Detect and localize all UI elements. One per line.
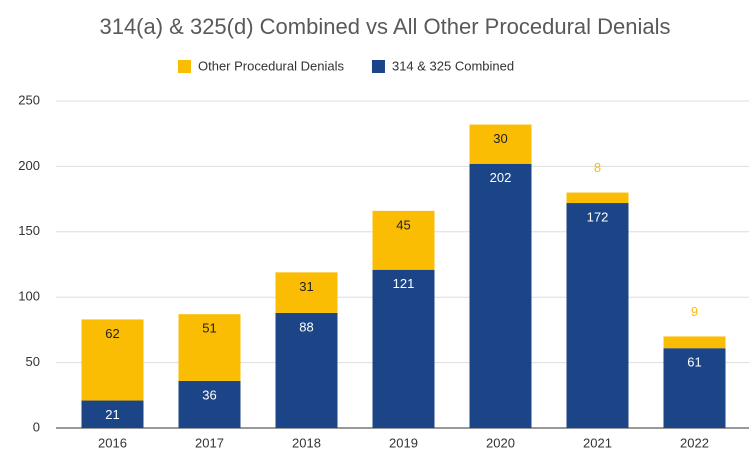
x-tick-label: 2017 xyxy=(195,435,224,450)
legend-swatch xyxy=(371,60,385,73)
x-tick-label: 2020 xyxy=(486,435,515,450)
x-tick-label: 2016 xyxy=(98,435,127,450)
x-tick-label: 2022 xyxy=(680,435,709,450)
data-label: 88 xyxy=(299,319,313,334)
y-tick-label: 0 xyxy=(33,419,40,434)
bar-segment xyxy=(372,269,435,428)
x-tick-label: 2019 xyxy=(389,435,418,450)
data-label: 45 xyxy=(396,217,410,232)
data-label: 31 xyxy=(299,279,313,294)
bar-segment xyxy=(81,400,144,428)
legend-label: Other Procedural Denials xyxy=(198,58,344,73)
bar-segment xyxy=(178,380,241,428)
chart-title: 314(a) & 325(d) Combined vs All Other Pr… xyxy=(99,14,670,39)
y-tick-label: 50 xyxy=(26,354,40,369)
data-label: 8 xyxy=(594,160,601,175)
bar-segment xyxy=(275,312,338,428)
data-label: 61 xyxy=(687,355,701,370)
y-tick-label: 200 xyxy=(18,158,40,173)
y-tick-label: 100 xyxy=(18,289,40,304)
bar-segment xyxy=(275,272,338,313)
bar-segment xyxy=(566,192,629,204)
y-tick-label: 250 xyxy=(18,92,40,107)
data-label: 51 xyxy=(202,321,216,336)
legend-label: 314 & 325 Combined xyxy=(392,58,514,73)
data-label: 30 xyxy=(493,131,507,146)
x-tick-label: 2021 xyxy=(583,435,612,450)
data-label: 36 xyxy=(202,387,216,402)
legend-swatch xyxy=(178,60,191,73)
bar-segment xyxy=(566,203,629,428)
data-label: 172 xyxy=(587,209,609,224)
bar-segment xyxy=(372,210,435,270)
bar-segment xyxy=(663,336,726,349)
x-tick-label: 2018 xyxy=(292,435,321,450)
data-label: 121 xyxy=(393,276,415,291)
bar-segment xyxy=(663,348,726,428)
bar-segment xyxy=(469,163,532,428)
data-label: 9 xyxy=(691,304,698,319)
bar-segment xyxy=(81,319,144,401)
y-tick-label: 150 xyxy=(18,223,40,238)
data-label: 62 xyxy=(105,326,119,341)
bar-segment xyxy=(178,314,241,381)
data-label: 202 xyxy=(490,170,512,185)
bar-segment xyxy=(469,124,532,164)
data-label: 21 xyxy=(105,407,119,422)
